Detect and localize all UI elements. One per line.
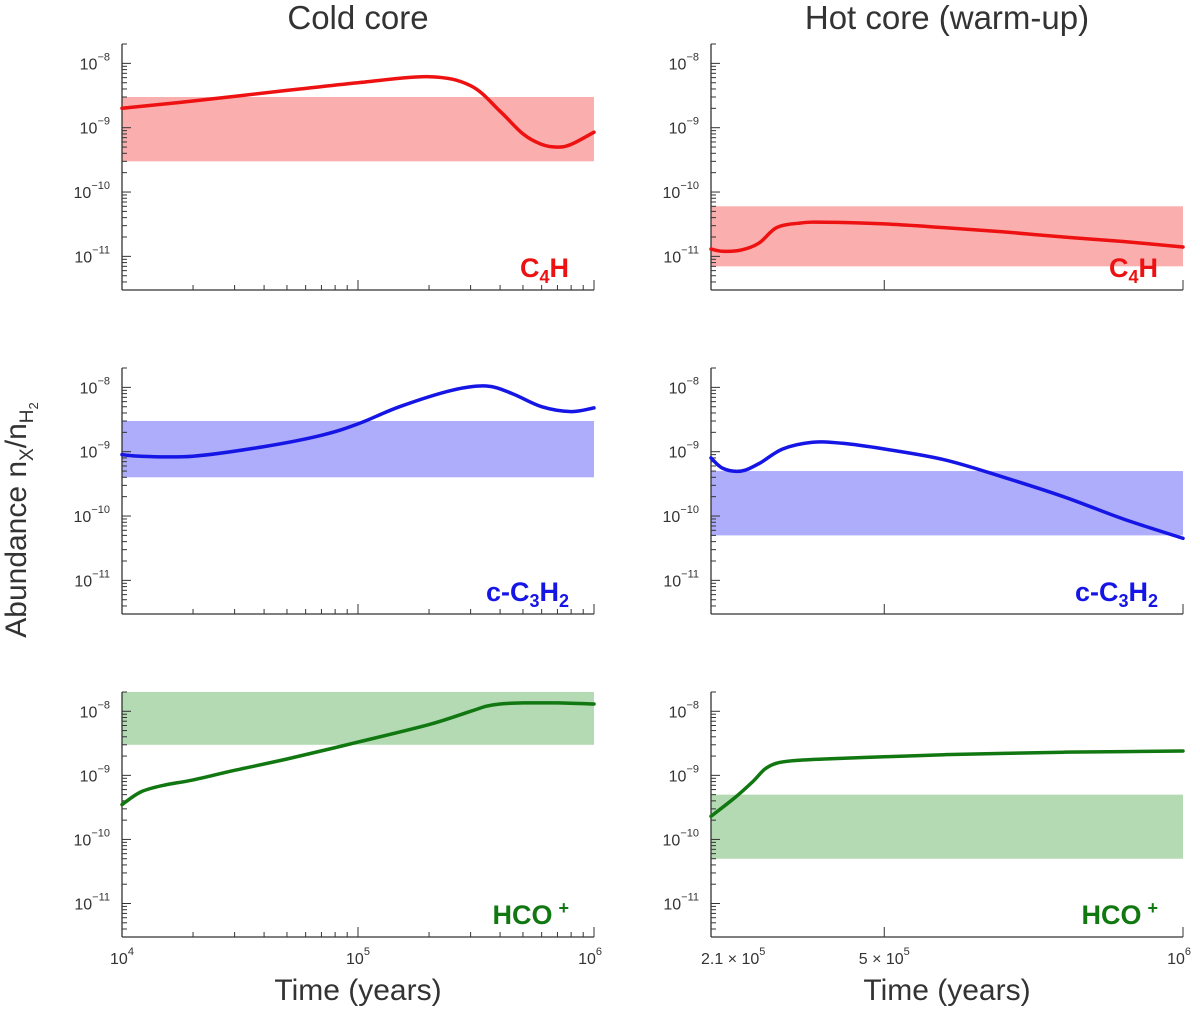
observed-band bbox=[122, 97, 594, 162]
x-tick-label: 104 bbox=[110, 946, 134, 968]
y-tick-label: 10−11 bbox=[663, 568, 699, 590]
species-label: HCO + bbox=[1081, 898, 1158, 930]
y-tick-label: 10−9 bbox=[80, 440, 110, 462]
species-label: C4H bbox=[520, 253, 569, 287]
y-tick-label: 10−11 bbox=[74, 891, 110, 913]
y-axis-label-sub2: H bbox=[17, 409, 38, 423]
observed-band bbox=[122, 421, 594, 478]
y-tick-label: 10−10 bbox=[663, 180, 699, 202]
y-tick-label: 10−8 bbox=[80, 699, 110, 721]
series-line-c-C3H2 bbox=[120, 384, 596, 459]
y-tick-label: 10−8 bbox=[669, 51, 699, 73]
x-tick-label: 2.1 × 105 bbox=[701, 946, 765, 968]
y-tick-label: 10−10 bbox=[74, 504, 110, 526]
panel-hot-c4h: 10−8 10−9 10−10 10−11 C4H bbox=[663, 43, 1185, 291]
panel-cold-cc3h2: 10−8 10−9 10−10 10−11 c-C3H2 bbox=[74, 367, 596, 615]
y-tick-label: 10−8 bbox=[669, 375, 699, 397]
y-tick-label: 10−11 bbox=[663, 891, 699, 913]
y-axis-label-sub1: X bbox=[17, 448, 38, 461]
y-tick-label: 10−8 bbox=[669, 699, 699, 721]
observed-band bbox=[122, 692, 594, 745]
panel-hot-cc3h2: 10−8 10−9 10−10 10−11 c-C3H2 bbox=[663, 367, 1185, 615]
y-tick-label: 10−8 bbox=[80, 375, 110, 397]
y-tick-label: 10−10 bbox=[663, 504, 699, 526]
y-tick-label: 10−8 bbox=[80, 51, 110, 73]
series-line-HCO+ bbox=[709, 749, 1185, 819]
y-axis-label-sub2b: 2 bbox=[26, 402, 41, 409]
series-line-C4H bbox=[120, 74, 596, 149]
svg-text:Abundance nX/nH2: Abundance nX/nH2 bbox=[0, 402, 41, 638]
series-line-HCO+ bbox=[120, 701, 596, 807]
y-tick-label: 10−11 bbox=[74, 568, 110, 590]
species-label: c-C3H2 bbox=[486, 577, 569, 611]
y-tick-label: 10−9 bbox=[80, 116, 110, 138]
series-line-C4H bbox=[709, 220, 1185, 254]
y-tick-label: 10−11 bbox=[74, 244, 110, 266]
panels-group: 10−8 10−9 10−10 10−11 C4H 10−8 10−9 10−10 10−11 C… bbox=[74, 43, 1191, 968]
x-axis-label-hot: Time (years) bbox=[863, 974, 1030, 1007]
y-axis-label-sep: /n bbox=[0, 423, 33, 448]
y-tick-label: 10−9 bbox=[80, 763, 110, 785]
x-tick-label: 5 × 105 bbox=[859, 946, 910, 968]
panel-cold-c4h: 10−8 10−9 10−10 10−11 C4H bbox=[74, 43, 596, 291]
y-tick-label: 10−9 bbox=[669, 440, 699, 462]
y-axis-label-main: Abundance n bbox=[0, 461, 33, 638]
y-tick-label: 10−10 bbox=[663, 827, 699, 849]
series-line-c-C3H2 bbox=[709, 440, 1185, 541]
column-title-hot: Hot core (warm-up) bbox=[805, 0, 1089, 36]
y-tick-label: 10−9 bbox=[669, 116, 699, 138]
y-tick-label: 10−11 bbox=[663, 244, 699, 266]
y-tick-label: 10−9 bbox=[669, 763, 699, 785]
x-axis-label-cold: Time (years) bbox=[274, 974, 441, 1007]
observed-band bbox=[711, 794, 1183, 859]
panel-hot-hco: 10−8 10−9 10−10 10−11 2.1 × 105 5 × 105 106 HCO… bbox=[663, 691, 1191, 968]
species-label: c-C3H2 bbox=[1075, 577, 1158, 611]
observed-band bbox=[711, 471, 1183, 536]
species-label: C4H bbox=[1109, 253, 1158, 287]
species-label: HCO + bbox=[492, 898, 569, 930]
y-tick-label: 10−10 bbox=[74, 827, 110, 849]
x-tick-label: 106 bbox=[1167, 946, 1191, 968]
x-tick-label: 105 bbox=[346, 946, 370, 968]
y-tick-label: 10−10 bbox=[74, 180, 110, 202]
x-tick-label: 106 bbox=[578, 946, 602, 968]
column-title-cold: Cold core bbox=[287, 0, 428, 36]
observed-band bbox=[711, 206, 1183, 267]
panel-cold-hco: 10−8 10−9 10−10 10−11 104 105 106 HCO + bbox=[74, 691, 602, 968]
y-axis-label: Abundance nX/nH2 bbox=[0, 402, 41, 638]
